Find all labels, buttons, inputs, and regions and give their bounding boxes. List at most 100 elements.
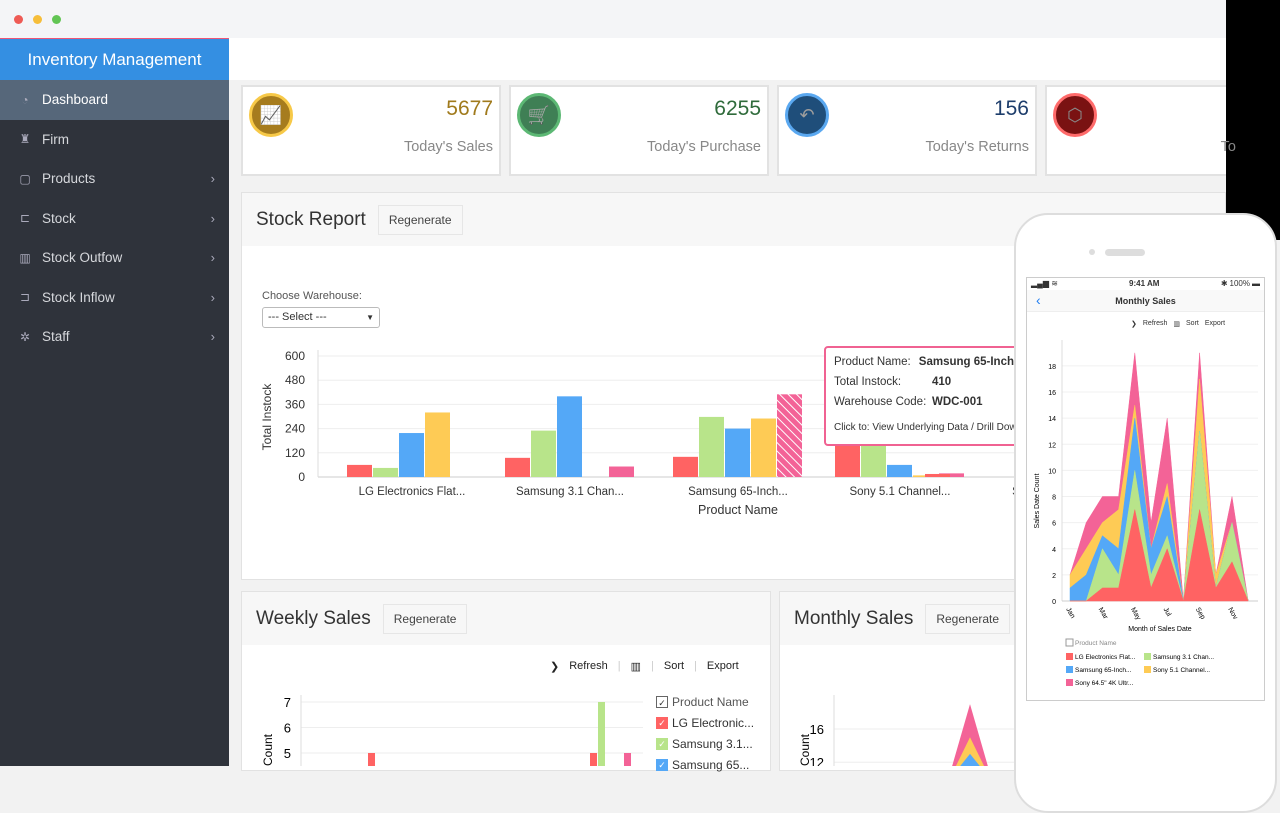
- export-button[interactable]: Export: [706, 660, 739, 672]
- x-tick-label: LG Electronics Flat...: [359, 486, 466, 498]
- x-tick-label: Sony 5.1 Channel...: [849, 486, 950, 498]
- close-window-button[interactable]: [14, 15, 23, 24]
- stat-card: ⬡ To: [1045, 85, 1236, 176]
- checkbox-icon[interactable]: ✓: [656, 695, 668, 708]
- maximize-window-button[interactable]: [52, 15, 61, 24]
- chart-type-icon[interactable]: ▥: [1173, 321, 1181, 328]
- sort-button[interactable]: Sort: [1186, 320, 1199, 327]
- panel-title: Stock Report: [256, 208, 366, 230]
- stat-value: 156: [993, 97, 1029, 120]
- bar: [609, 466, 634, 477]
- x-tick-label: Jan: [1064, 607, 1076, 620]
- y-tick-label: 600: [285, 349, 305, 363]
- chevron-right-icon[interactable]: ❯: [1131, 321, 1137, 328]
- legend-swatch: [1066, 653, 1073, 660]
- bar: [624, 753, 631, 766]
- legend-checkbox[interactable]: ✓: [656, 758, 668, 771]
- sidebar-item-products[interactable]: ▢ Products ›: [0, 159, 229, 199]
- x-tick-label: Samsung 65-Inch...: [688, 486, 788, 498]
- sort-button[interactable]: Sort: [663, 660, 685, 672]
- regenerate-button[interactable]: Regenerate: [925, 603, 1011, 634]
- bar: [505, 457, 530, 477]
- signal-icon: ▂▄▆ ≋: [1031, 279, 1058, 288]
- legend-item[interactable]: Samsung 65...: [672, 757, 750, 772]
- reply-icon: ↶: [785, 93, 829, 137]
- x-tick-label: May: [1129, 607, 1142, 622]
- bar: [531, 430, 556, 477]
- sidebar-item-label: Products: [42, 171, 96, 187]
- legend-checkbox[interactable]: ✓: [656, 737, 668, 750]
- phone-screen: ▂▄▆ ≋ 9:41 AM ✱ 100% ▬ ‹ Monthly Sales ❯ Re…: [1026, 277, 1265, 701]
- sidebar-item-label: Stock Outfow: [42, 250, 123, 266]
- dashboard-icon: ◔: [21, 92, 29, 107]
- tooltip-drilldown-link[interactable]: Click to: View Underlying Data / Drill D…: [834, 422, 1023, 433]
- bar: [699, 416, 724, 477]
- sales-chart-icon: 📈: [249, 93, 293, 137]
- stat-card: 🛒 6255 Today's Purchase: [509, 85, 769, 176]
- bluetooth-icon: ✱: [1220, 279, 1228, 288]
- legend-title: Product Name: [672, 694, 749, 709]
- bar: [557, 396, 582, 477]
- cart-icon: ⊐: [19, 290, 31, 305]
- select-value: --- Select ---: [268, 311, 327, 323]
- legend-item[interactable]: LG Electronic...: [672, 715, 755, 730]
- bar: [373, 467, 398, 477]
- y-tick-label: 5: [284, 746, 291, 761]
- refresh-button[interactable]: Refresh: [569, 660, 608, 672]
- legend-swatch: [1066, 666, 1073, 673]
- bar: [673, 456, 698, 477]
- y-tick-label: 12: [1048, 442, 1056, 449]
- bar: [751, 418, 776, 477]
- panel-title: Weekly Sales: [256, 607, 371, 629]
- area: [952, 704, 988, 766]
- bar: [598, 702, 605, 766]
- y-tick-label: 12: [810, 755, 824, 766]
- stat-card: ↶ 156 Today's Returns: [777, 85, 1037, 176]
- sidebar-item-stock-outfow[interactable]: ▥ Stock Outfow ›: [0, 238, 229, 278]
- y-axis-title: Count: [798, 733, 812, 766]
- refresh-button[interactable]: Refresh: [1142, 320, 1168, 327]
- box-icon: ▢: [19, 171, 31, 186]
- chevron-right-icon: ›: [210, 171, 215, 187]
- warehouse-select[interactable]: --- Select --- ▼: [262, 307, 380, 328]
- sidebar-item-stock-inflow[interactable]: ⊐ Stock Inflow ›: [0, 278, 229, 318]
- regenerate-button[interactable]: Regenerate: [377, 204, 463, 235]
- minimize-window-button[interactable]: [33, 15, 42, 24]
- regenerate-button[interactable]: Regenerate: [382, 603, 468, 634]
- area-series: [1070, 509, 1249, 602]
- legend-item: Samsung 3.1 Chan...: [1153, 654, 1214, 661]
- battery-status: ✱ 100% ▬: [1221, 279, 1260, 288]
- sidebar-item-dashboard[interactable]: ◔ Dashboard: [0, 80, 229, 120]
- tooltip-value: 410: [932, 376, 952, 388]
- stat-value: 6255: [714, 97, 761, 120]
- battery-level: 100%: [1229, 279, 1250, 288]
- y-tick-label: 18: [1048, 364, 1056, 371]
- sidebar-item-label: Stock Inflow: [42, 289, 115, 305]
- legend-checkbox: [1065, 638, 1074, 647]
- y-tick-label: 16: [810, 722, 824, 737]
- y-tick-label: 6: [1052, 521, 1056, 528]
- cart-icon: ⊏: [19, 211, 31, 226]
- x-axis-title: Product Name: [698, 503, 778, 517]
- sidebar-item-stock[interactable]: ⊏ Stock ›: [0, 199, 229, 239]
- y-tick-label: 0: [298, 470, 305, 484]
- sidebar-item-label: Dashboard: [42, 92, 109, 108]
- chevron-right-icon[interactable]: ❯: [550, 661, 560, 673]
- sidebar-item-firm[interactable]: ♜ Firm: [0, 120, 229, 160]
- y-tick-label: 14: [1048, 416, 1056, 423]
- stat-label: Today's Purchase: [647, 139, 761, 155]
- stat-label: To: [1220, 139, 1236, 155]
- caret-down-icon: ▼: [366, 313, 374, 322]
- export-button[interactable]: Export: [1204, 320, 1226, 327]
- legend-swatch: [1066, 679, 1073, 686]
- chart-type-icon[interactable]: ▥: [630, 661, 642, 673]
- sidebar-item-staff[interactable]: ✲ Staff ›: [0, 317, 229, 357]
- chart-tooltip[interactable]: Product Name: Samsung 65-Inch Total Insto…: [824, 346, 1024, 446]
- background-strip: [1226, 0, 1280, 240]
- stat-card: 📈 5677 Today's Sales: [241, 85, 501, 176]
- back-chevron-icon[interactable]: ‹: [1036, 292, 1041, 308]
- bar: [861, 444, 886, 477]
- legend-checkbox[interactable]: ✓: [656, 716, 668, 729]
- legend-item[interactable]: Samsung 3.1...: [672, 736, 753, 751]
